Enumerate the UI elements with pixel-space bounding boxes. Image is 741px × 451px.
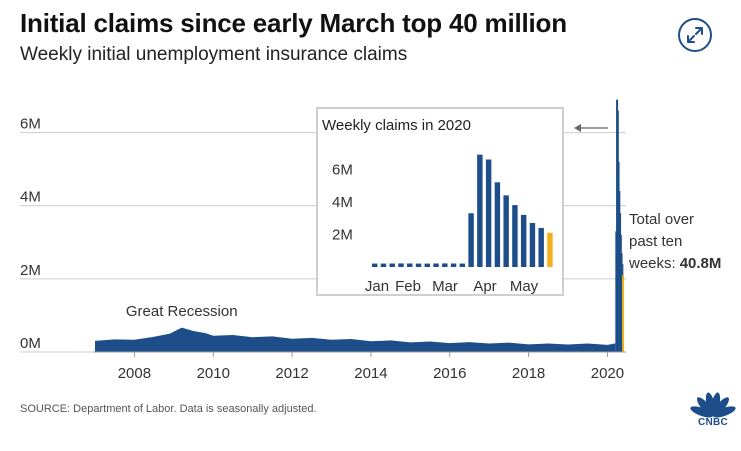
x-tick-label: 2010 — [197, 365, 230, 382]
y-tick-label: 2M — [20, 262, 41, 279]
inset-x-tick-label: May — [510, 278, 539, 294]
inset-bar — [442, 263, 448, 267]
expand-button[interactable] — [678, 18, 712, 52]
inset-bar — [468, 213, 474, 267]
x-tick-label: 2012 — [275, 365, 308, 382]
inset-bar — [538, 227, 544, 267]
inset-y-tick-label: 2M — [332, 226, 353, 243]
inset-bar — [503, 195, 509, 267]
source-note: SOURCE: Department of Labor. Data is sea… — [20, 403, 317, 415]
page-subtitle: Weekly initial unemployment insurance cl… — [20, 44, 408, 65]
inset-bar — [459, 263, 466, 267]
annotation-total-value: 40.8M — [680, 255, 722, 272]
annotation-total-line: Total over — [629, 211, 694, 228]
inset-y-tick-label: 4M — [332, 194, 353, 211]
inset-y-tick-label: 6M — [332, 161, 353, 178]
inset-bar — [424, 263, 431, 267]
x-tick-label: 2014 — [354, 365, 387, 382]
x-tick-label: 2018 — [512, 365, 545, 382]
inset-x-tick-label: Feb — [395, 278, 421, 294]
x-tick-label: 2008 — [118, 365, 151, 382]
inset-bar — [547, 232, 553, 267]
inset-chart-panel: Weekly claims in 2020 2M 4M 6M Jan Feb Mar Ap… — [316, 107, 564, 296]
inset-bar — [398, 263, 404, 267]
inset-x-tick-label: Mar — [432, 278, 458, 294]
expand-icon — [687, 27, 703, 43]
inset-bar — [380, 263, 387, 267]
inset-bar — [372, 263, 378, 267]
inset-bar — [512, 205, 518, 267]
y-tick-label: 6M — [20, 116, 41, 133]
series-area-history — [95, 327, 616, 352]
inset-bar — [433, 263, 439, 267]
annotation-great-recession: Great Recession — [126, 303, 238, 320]
inset-bar — [520, 214, 527, 267]
annotation-total-line: past ten — [629, 233, 682, 250]
inset-x-tick-label: Jan — [365, 278, 389, 294]
arrow-head — [574, 124, 581, 132]
inset-bar — [450, 263, 457, 267]
logo-text: CNBC — [697, 417, 729, 428]
inset-chart-title: Weekly claims in 2020 — [322, 117, 471, 134]
y-tick-label: 4M — [20, 189, 41, 206]
inset-bar — [477, 154, 483, 267]
inset-bar — [407, 263, 413, 267]
annotation-total-line: weeks: 40.8M — [628, 255, 721, 272]
inset-chart: 2M 4M 6M Jan Feb Mar Apr May — [332, 154, 553, 294]
inset-bar — [415, 263, 422, 267]
inset-bar — [494, 182, 501, 267]
inset-bar — [529, 223, 536, 267]
inset-bar — [389, 263, 395, 267]
cnbc-peacock-logo — [690, 392, 736, 418]
inset-bar — [485, 159, 492, 267]
inset-x-tick-label: Apr — [473, 278, 496, 294]
x-tick-label: 2020 — [591, 365, 624, 382]
spike-bar — [622, 275, 625, 352]
y-tick-label: 0M — [20, 335, 41, 352]
page-title: Initial claims since early March top 40 … — [20, 8, 567, 38]
cnbc-logo: CNBC — [688, 390, 738, 430]
x-tick-label: 2016 — [433, 365, 466, 382]
